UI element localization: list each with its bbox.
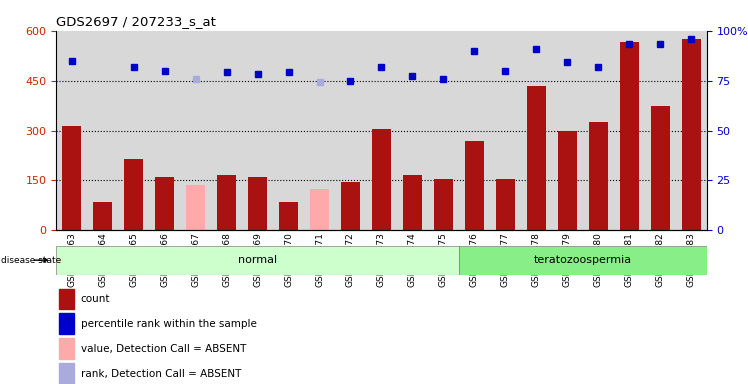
Bar	[645, 31, 676, 230]
Bar	[341, 182, 360, 230]
Bar	[149, 31, 180, 230]
Bar	[527, 86, 546, 230]
Text: value, Detection Call = ABSENT: value, Detection Call = ABSENT	[81, 344, 246, 354]
Bar	[124, 159, 143, 230]
Bar	[465, 141, 484, 230]
Bar	[589, 122, 607, 230]
Bar	[217, 175, 236, 230]
Bar	[397, 31, 428, 230]
Bar	[682, 39, 701, 230]
Bar	[242, 31, 273, 230]
Text: normal: normal	[238, 255, 277, 265]
Bar	[59, 313, 74, 334]
Bar	[434, 179, 453, 230]
Bar	[366, 31, 397, 230]
Bar	[552, 31, 583, 230]
Bar	[94, 202, 112, 230]
Bar	[59, 338, 74, 359]
Text: disease state: disease state	[1, 256, 61, 265]
Bar	[56, 246, 459, 275]
Bar	[156, 177, 174, 230]
Bar	[310, 189, 329, 230]
Bar	[558, 131, 577, 230]
Bar	[59, 363, 74, 384]
Bar	[521, 31, 552, 230]
Bar	[248, 177, 267, 230]
Bar	[428, 31, 459, 230]
Text: count: count	[81, 294, 110, 304]
Bar	[496, 179, 515, 230]
Bar	[186, 185, 205, 230]
Bar	[56, 31, 87, 230]
Bar	[620, 42, 639, 230]
Bar	[62, 126, 81, 230]
Bar	[403, 175, 422, 230]
Bar	[335, 31, 366, 230]
Text: GDS2697 / 207233_s_at: GDS2697 / 207233_s_at	[56, 15, 216, 28]
Bar	[279, 202, 298, 230]
Bar	[59, 289, 74, 310]
Bar	[304, 31, 335, 230]
Bar	[651, 106, 669, 230]
Text: rank, Detection Call = ABSENT: rank, Detection Call = ABSENT	[81, 369, 241, 379]
Bar	[373, 129, 390, 230]
Bar	[459, 31, 490, 230]
Text: percentile rank within the sample: percentile rank within the sample	[81, 319, 257, 329]
Bar	[614, 31, 645, 230]
Bar	[490, 31, 521, 230]
Bar	[211, 31, 242, 230]
Bar	[180, 31, 211, 230]
Bar	[459, 246, 707, 275]
Bar	[273, 31, 304, 230]
Bar	[676, 31, 707, 230]
Text: teratozoospermia: teratozoospermia	[534, 255, 632, 265]
Bar	[118, 31, 149, 230]
Bar	[87, 31, 118, 230]
Bar	[583, 31, 614, 230]
